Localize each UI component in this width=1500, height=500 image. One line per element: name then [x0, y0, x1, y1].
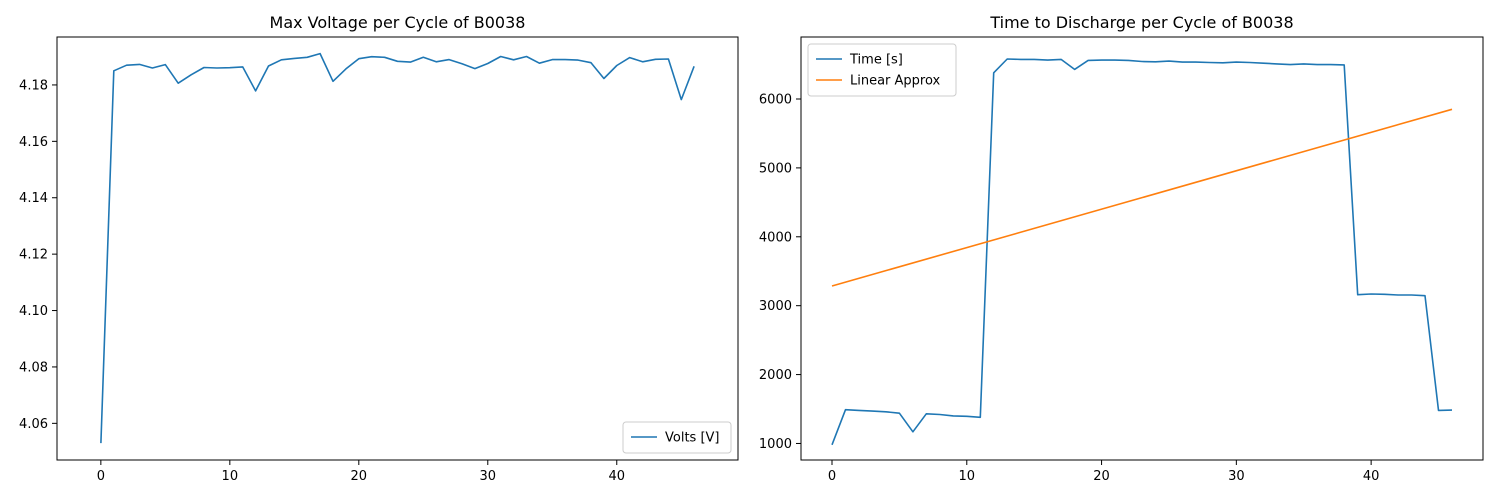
- y-tick-label: 5000: [759, 161, 792, 176]
- x-tick-label: 30: [1228, 469, 1245, 484]
- y-tick-label: 3000: [759, 299, 792, 314]
- y-tick-label: 4000: [759, 230, 792, 245]
- x-tick-label: 10: [959, 469, 976, 484]
- y-tick-label: 4.12: [19, 248, 48, 263]
- y-tick-label: 6000: [759, 93, 792, 108]
- discharge-chart-title: Time to Discharge per Cycle of B0038: [989, 13, 1293, 32]
- y-tick-label: 1000: [759, 437, 792, 452]
- legend-label: Linear Approx: [850, 74, 941, 89]
- series-line-volts-v: [100, 52, 695, 444]
- discharge-chart-panel: Time to Discharge per Cycle of B0038 0 10…: [759, 13, 1484, 484]
- x-tick-label: 20: [1093, 469, 1110, 484]
- legend-box: [807, 43, 957, 97]
- x-tick-label: 40: [1363, 469, 1380, 484]
- plot-frame: [56, 36, 739, 461]
- y-tick-label: 4.08: [19, 360, 48, 375]
- y-tick-label: 4.18: [19, 78, 48, 93]
- y-tick-label: 4.10: [19, 304, 48, 319]
- y-tick-label: 4.14: [19, 191, 48, 206]
- y-tick-label: 4.16: [19, 135, 48, 150]
- x-tick-label: 20: [351, 469, 368, 484]
- legend-label: Time [s]: [849, 53, 903, 68]
- y-tick-label: 2000: [759, 368, 792, 383]
- x-tick-label: 40: [608, 469, 625, 484]
- plot-frame: [800, 36, 1484, 461]
- legend: Time [s] Linear Approx: [807, 43, 957, 97]
- y-tick-label: 4.06: [19, 417, 48, 432]
- x-tick-label: 10: [222, 469, 239, 484]
- x-tick-label: 0: [97, 469, 105, 484]
- series-line-time-s: [831, 58, 1453, 446]
- legend-box: [622, 421, 732, 454]
- x-tick-label: 30: [480, 469, 497, 484]
- voltage-chart-panel: Max Voltage per Cycle of B0038 0 10 20 30 40…: [19, 13, 739, 484]
- voltage-chart-title: Max Voltage per Cycle of B0038: [270, 13, 526, 32]
- x-tick-label: 0: [828, 469, 836, 484]
- series-line-linear-approx: [831, 108, 1453, 287]
- legend: Volts [V]: [622, 421, 732, 454]
- legend-label: Volts [V]: [665, 431, 720, 446]
